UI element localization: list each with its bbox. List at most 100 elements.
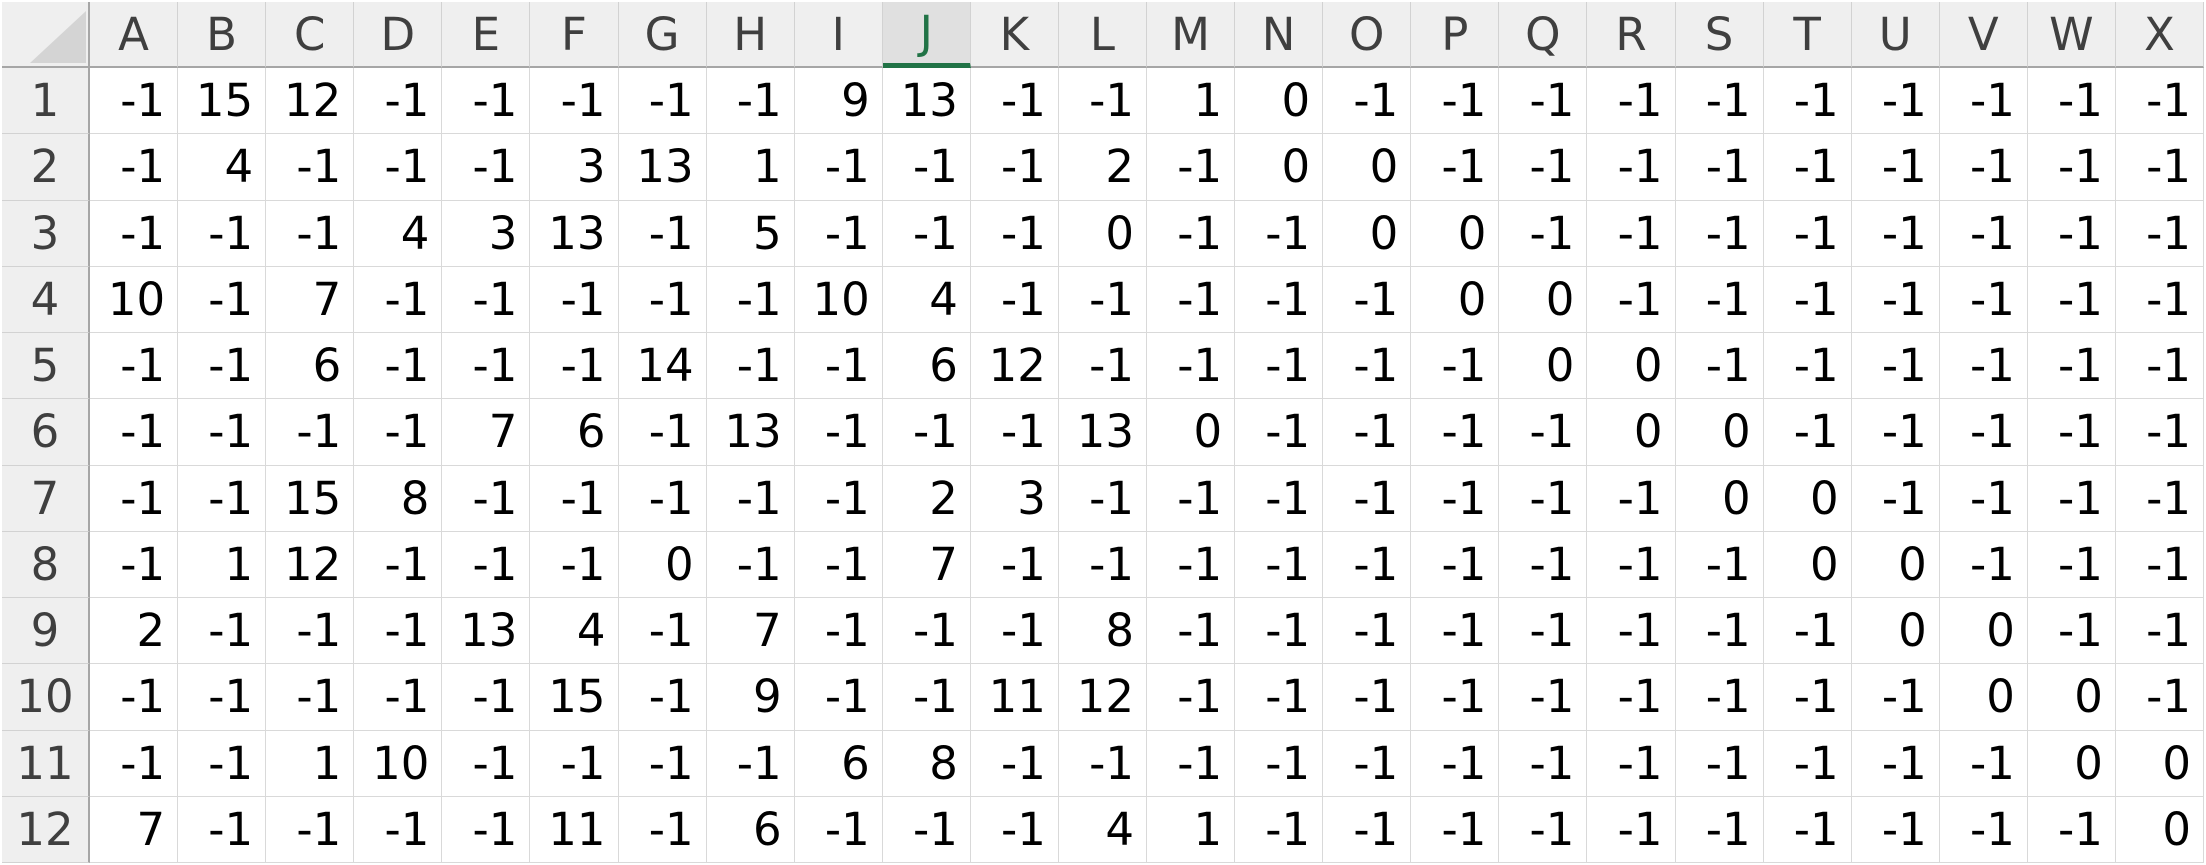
cell[interactable]: -1	[2027, 134, 2116, 201]
cell[interactable]: -1	[1147, 333, 1236, 400]
row-header[interactable]: 5	[2, 333, 90, 400]
row-header[interactable]: 9	[2, 598, 90, 665]
cell[interactable]: -1	[1587, 796, 1676, 863]
cell[interactable]: 6	[882, 333, 971, 400]
cell[interactable]: -1	[1235, 465, 1324, 532]
column-header[interactable]: I	[794, 2, 883, 68]
cell[interactable]: -1	[1147, 465, 1236, 532]
cell[interactable]: -1	[1323, 266, 1412, 333]
cell[interactable]: -1	[2027, 266, 2116, 333]
cell[interactable]: 1	[706, 134, 795, 201]
cell[interactable]: -1	[1587, 664, 1676, 731]
cell[interactable]: 7	[442, 399, 531, 466]
cell[interactable]: 6	[530, 399, 619, 466]
cell[interactable]: -1	[2115, 333, 2204, 400]
cell[interactable]: -1	[1763, 68, 1852, 135]
cell[interactable]: -1	[1499, 399, 1588, 466]
cell[interactable]: -1	[90, 333, 179, 400]
cell[interactable]: -1	[90, 531, 179, 598]
cell[interactable]: -1	[530, 68, 619, 135]
cell[interactable]: -1	[882, 399, 971, 466]
column-header[interactable]: K	[970, 2, 1059, 68]
cell[interactable]: -1	[178, 730, 267, 797]
cell[interactable]: -1	[794, 598, 883, 665]
cell[interactable]: -1	[2115, 134, 2204, 201]
cell[interactable]: -1	[706, 333, 795, 400]
cell[interactable]: -1	[1675, 266, 1764, 333]
cell[interactable]: -1	[2115, 531, 2204, 598]
cell[interactable]: -1	[1323, 333, 1412, 400]
cell[interactable]: -1	[530, 531, 619, 598]
cell[interactable]: -1	[618, 399, 707, 466]
row-header[interactable]: 7	[2, 465, 90, 532]
cell[interactable]: -1	[2027, 531, 2116, 598]
row-header[interactable]: 11	[2, 730, 90, 797]
cell[interactable]: -1	[1587, 598, 1676, 665]
column-header[interactable]: Q	[1499, 2, 1588, 68]
cell[interactable]: -1	[1939, 134, 2028, 201]
cell[interactable]: -1	[618, 598, 707, 665]
cell[interactable]: -1	[90, 134, 179, 201]
cell[interactable]: -1	[1235, 531, 1324, 598]
cell[interactable]: -1	[1499, 598, 1588, 665]
cell[interactable]: -1	[1411, 399, 1500, 466]
cell[interactable]: -1	[794, 465, 883, 532]
cell[interactable]: -1	[1323, 730, 1412, 797]
cell[interactable]: -1	[442, 531, 531, 598]
cell[interactable]: -1	[1675, 796, 1764, 863]
cell[interactable]: 6	[266, 333, 355, 400]
column-header[interactable]: C	[266, 2, 355, 68]
cell[interactable]: -1	[2115, 664, 2204, 731]
cell[interactable]: -1	[1058, 531, 1147, 598]
cell[interactable]: -1	[530, 465, 619, 532]
cell[interactable]: -1	[1587, 134, 1676, 201]
cell[interactable]: -1	[1587, 266, 1676, 333]
cell[interactable]: -1	[1939, 796, 2028, 863]
row-header[interactable]: 10	[2, 664, 90, 731]
cell[interactable]: -1	[1851, 465, 1940, 532]
cell[interactable]: 4	[882, 266, 971, 333]
cell[interactable]: -1	[442, 465, 531, 532]
cell[interactable]: 2	[882, 465, 971, 532]
cell[interactable]: -1	[1675, 664, 1764, 731]
cell[interactable]: -1	[970, 531, 1059, 598]
column-header[interactable]: B	[178, 2, 267, 68]
cell[interactable]: 0	[1411, 266, 1500, 333]
cell[interactable]: -1	[90, 68, 179, 135]
cell[interactable]: -1	[442, 134, 531, 201]
cell[interactable]: -1	[90, 465, 179, 532]
cell[interactable]: -1	[442, 796, 531, 863]
cell[interactable]: 7	[266, 266, 355, 333]
cell[interactable]: 13	[618, 134, 707, 201]
cell[interactable]: -1	[1411, 730, 1500, 797]
cell[interactable]: 1	[178, 531, 267, 598]
cell[interactable]: -1	[1323, 796, 1412, 863]
cell[interactable]: -1	[970, 200, 1059, 267]
cell[interactable]: 0	[1587, 399, 1676, 466]
cell[interactable]: -1	[1411, 531, 1500, 598]
cell[interactable]: -1	[178, 399, 267, 466]
row-header[interactable]: 8	[2, 531, 90, 598]
cell[interactable]: -1	[1058, 266, 1147, 333]
cell[interactable]: 4	[354, 200, 443, 267]
cell[interactable]: -1	[794, 200, 883, 267]
cell[interactable]: -1	[970, 730, 1059, 797]
column-header[interactable]: A	[90, 2, 179, 68]
column-header[interactable]: P	[1411, 2, 1500, 68]
cell[interactable]: -1	[2115, 465, 2204, 532]
cell[interactable]: -1	[1851, 333, 1940, 400]
cell[interactable]: -1	[1587, 730, 1676, 797]
cell[interactable]: -1	[1939, 333, 2028, 400]
cell[interactable]: -1	[794, 333, 883, 400]
cell[interactable]: -1	[530, 266, 619, 333]
cell[interactable]: -1	[1763, 664, 1852, 731]
cell[interactable]: 13	[442, 598, 531, 665]
cell[interactable]: -1	[354, 333, 443, 400]
cell[interactable]: -1	[530, 730, 619, 797]
cell[interactable]: -1	[266, 134, 355, 201]
cell[interactable]: -1	[1763, 200, 1852, 267]
cell[interactable]: -1	[2027, 399, 2116, 466]
cell[interactable]: 7	[882, 531, 971, 598]
row-header[interactable]: 1	[2, 68, 90, 135]
cell[interactable]: 6	[794, 730, 883, 797]
